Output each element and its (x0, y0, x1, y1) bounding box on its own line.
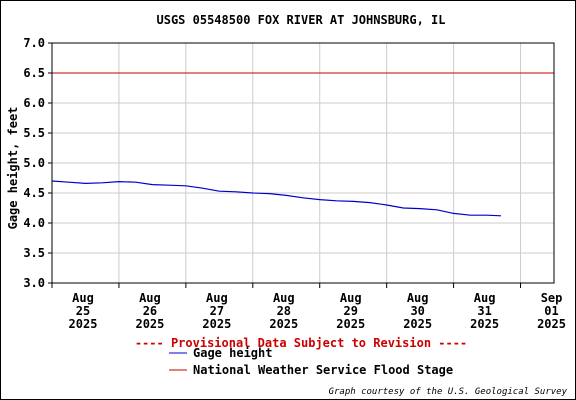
x-tick-label: 2025 (470, 317, 499, 331)
x-tick-label: Aug (474, 291, 496, 305)
legend: Gage height National Weather Service Floo… (169, 346, 453, 377)
x-tick-label: 26 (143, 304, 157, 318)
credit-text: Graph courtesy of the U.S. Geological Su… (329, 387, 568, 397)
x-tick-label: 2025 (403, 317, 432, 331)
legend-label: National Weather Service Flood Stage (193, 363, 453, 377)
x-tick-label: 2025 (336, 317, 365, 331)
x-tick-label: Aug (72, 291, 94, 305)
x-tick-label: Aug (407, 291, 429, 305)
x-tick-label: 31 (477, 304, 491, 318)
plot-border (51, 42, 555, 284)
x-tick-label: 25 (76, 304, 90, 318)
y-axis-title: Gage height, feet (6, 107, 20, 230)
y-tick-label: 3.0 (23, 276, 45, 290)
legend-label: Gage height (193, 346, 272, 360)
x-tick-label: 2025 (202, 317, 231, 331)
x-tick-label: 2025 (537, 317, 566, 331)
x-tick-label: Aug (340, 291, 362, 305)
y-tick-label: 5.0 (23, 156, 45, 170)
x-tick-label: 2025 (135, 317, 164, 331)
x-tick-label: Aug (273, 291, 295, 305)
x-tick-label: 30 (410, 304, 424, 318)
x-tick-label: Aug (206, 291, 228, 305)
x-tick-label: 29 (344, 304, 358, 318)
x-tick-label: 2025 (69, 317, 98, 331)
gage-height-line (51, 180, 502, 217)
y-tick-label: 6.0 (23, 96, 45, 110)
x-tick-label: Aug (139, 291, 161, 305)
provisional-notice: ---- Provisional Data Subject to Revisio… (135, 336, 467, 350)
y-tick-label: 7.0 (23, 36, 45, 50)
plot-area: 7.06.56.05.55.04.54.03.53.0Aug252025Aug2… (23, 36, 566, 331)
y-tick-label: 6.5 (23, 66, 45, 80)
x-tick-label: 01 (544, 304, 558, 318)
y-tick-label: 3.5 (23, 246, 45, 260)
y-tick-label: 4.0 (23, 216, 45, 230)
x-tick-label: Sep (541, 291, 563, 305)
chart-title: USGS 05548500 FOX RIVER AT JOHNSBURG, IL (157, 13, 446, 27)
y-tick-label: 4.5 (23, 186, 45, 200)
x-tick-label: 27 (210, 304, 224, 318)
y-tick-label: 5.5 (23, 126, 45, 140)
x-tick-label: 2025 (269, 317, 298, 331)
x-tick-label: 28 (277, 304, 291, 318)
